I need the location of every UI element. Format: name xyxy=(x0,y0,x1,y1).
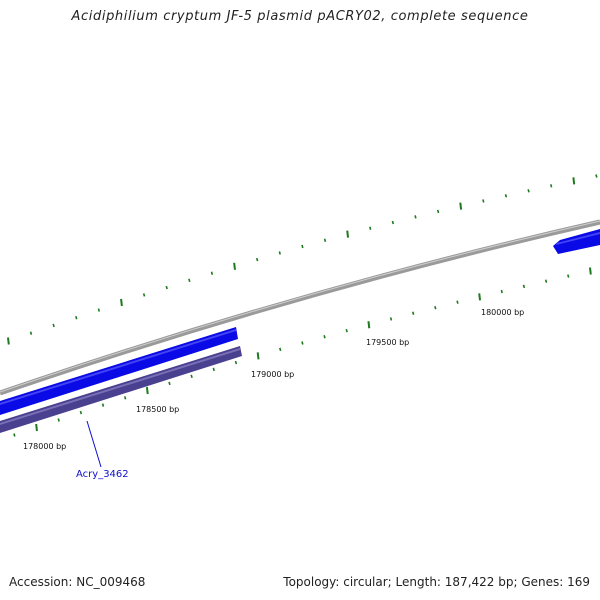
tick-label-180000: 180000 bp xyxy=(481,308,524,317)
inner-tick-6 xyxy=(145,386,149,395)
outer-tick-16 xyxy=(369,226,372,230)
inner-tick-2 xyxy=(57,418,60,422)
inner-tick-11 xyxy=(256,352,260,360)
inner-tick-0 xyxy=(13,433,16,437)
inner-tick-26 xyxy=(589,267,592,275)
outer-tick-ring xyxy=(7,174,598,345)
outer-tick-6 xyxy=(142,293,146,297)
inner-tick-14 xyxy=(323,335,326,339)
inner-tick-1 xyxy=(35,423,38,432)
tick-label-179500: 179500 bp xyxy=(366,338,409,347)
inner-tick-9 xyxy=(212,367,215,372)
outer-tick-10 xyxy=(233,262,236,270)
sequence-stats-text: Topology: circular; Length: 187,422 bp; … xyxy=(283,575,590,589)
inner-tick-19 xyxy=(434,305,437,310)
forward-cds-feature[interactable] xyxy=(0,327,238,415)
outer-tick-20 xyxy=(459,202,463,210)
map-title: Acidiphilium cryptum JF-5 plasmid pACRY0… xyxy=(71,9,529,24)
outer-tick-8 xyxy=(188,278,191,283)
outer-tick-9 xyxy=(210,271,214,275)
accession-text: Accession: NC_009468 xyxy=(9,575,146,589)
tick-labels: 178000 bp 178500 bp 179000 bp 179500 bp … xyxy=(23,308,524,451)
outer-tick-11 xyxy=(255,257,259,262)
inner-tick-7 xyxy=(168,381,171,386)
outer-tick-15 xyxy=(346,230,350,238)
inner-tick-15 xyxy=(345,328,348,333)
outer-tick-4 xyxy=(97,308,101,312)
outer-tick-2 xyxy=(52,323,55,328)
inner-tick-12 xyxy=(279,347,282,352)
sequence-backbone-highlight xyxy=(0,220,600,393)
reverse-cds-feature-acry-3462[interactable] xyxy=(0,346,242,433)
inner-tick-4 xyxy=(101,403,105,407)
gene-label-leader xyxy=(86,420,102,468)
inner-tick-21 xyxy=(478,293,482,301)
outer-tick-0 xyxy=(7,337,10,345)
gene-label-acry-3462[interactable]: Acry_3462 xyxy=(76,469,129,480)
inner-tick-ring xyxy=(13,267,592,437)
outer-tick-25 xyxy=(572,177,576,185)
inner-tick-10 xyxy=(234,360,238,365)
outer-tick-13 xyxy=(301,244,304,249)
inner-tick-20 xyxy=(456,300,459,304)
inner-tick-3 xyxy=(79,410,83,415)
inner-tick-13 xyxy=(301,341,304,345)
outer-tick-14 xyxy=(323,238,327,242)
outer-tick-3 xyxy=(75,316,78,320)
outer-tick-7 xyxy=(165,285,168,290)
inner-tick-17 xyxy=(389,317,393,321)
outer-tick-1 xyxy=(29,331,33,335)
outer-tick-22 xyxy=(504,194,508,198)
inner-tick-22 xyxy=(500,289,503,294)
outer-tick-18 xyxy=(414,215,417,219)
outer-tick-26 xyxy=(595,174,598,178)
outer-tick-17 xyxy=(391,220,395,225)
tick-label-178000: 178000 bp xyxy=(23,442,66,451)
outer-tick-23 xyxy=(527,189,530,193)
outer-tick-21 xyxy=(482,199,485,203)
inner-tick-16 xyxy=(367,321,371,329)
inner-tick-24 xyxy=(544,279,548,283)
outer-tick-5 xyxy=(120,298,123,307)
outer-tick-19 xyxy=(436,209,440,214)
outer-tick-24 xyxy=(549,184,553,188)
inner-tick-5 xyxy=(123,396,127,400)
forward-cds-feature-right[interactable] xyxy=(553,229,600,254)
sequence-backbone xyxy=(0,219,600,396)
inner-tick-8 xyxy=(190,374,193,379)
tick-label-178500: 178500 bp xyxy=(136,405,179,414)
tick-label-179000: 179000 bp xyxy=(251,370,294,379)
inner-tick-18 xyxy=(411,311,415,315)
inner-tick-23 xyxy=(522,284,526,289)
inner-tick-25 xyxy=(567,274,570,278)
outer-tick-12 xyxy=(278,251,281,255)
